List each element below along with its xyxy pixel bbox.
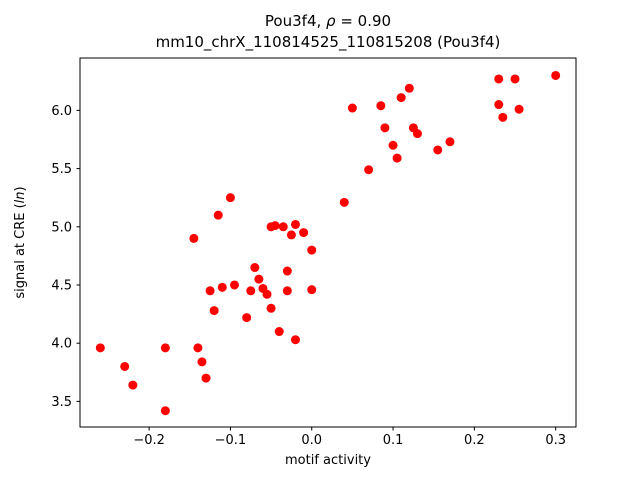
data-point <box>396 93 406 103</box>
data-point <box>128 380 138 390</box>
data-point <box>510 74 520 84</box>
data-point <box>201 373 211 383</box>
chart-title-text: Pou3f4, <box>264 12 327 30</box>
x-tick-label: 0.2 <box>464 433 485 448</box>
data-point <box>160 343 170 353</box>
data-point <box>120 361 130 371</box>
x-tick-label: 0.3 <box>545 433 566 448</box>
data-point <box>160 406 170 416</box>
data-point <box>339 197 349 207</box>
data-point <box>282 286 292 296</box>
data-point <box>494 74 504 84</box>
data-point <box>189 233 199 243</box>
data-point <box>266 303 276 313</box>
data-point <box>392 153 402 163</box>
data-point <box>197 357 207 367</box>
x-tick-label: −0.2 <box>133 433 165 448</box>
data-point <box>217 282 227 292</box>
data-point <box>307 245 317 255</box>
rho-symbol: ρ <box>326 12 336 30</box>
data-point <box>290 219 300 229</box>
chart-title-line2: mm10_chrX_110814525_110815208 (Pou3f4) <box>155 33 501 51</box>
x-tick-label: 0.1 <box>383 433 404 448</box>
y-tick-label: 4.5 <box>51 278 72 293</box>
y-tick-label: 4.0 <box>51 337 72 352</box>
data-point <box>494 100 504 110</box>
data-point <box>380 123 390 133</box>
data-point <box>229 280 239 290</box>
data-point <box>433 145 443 155</box>
data-point <box>404 83 414 93</box>
data-point <box>299 228 309 238</box>
data-point <box>364 165 374 175</box>
chart-title-value: = 0.90 <box>335 12 392 30</box>
x-tick-label: 0.0 <box>301 433 322 448</box>
x-tick-label: −0.1 <box>215 433 247 448</box>
data-point <box>307 285 317 295</box>
data-point <box>286 230 296 240</box>
data-point <box>270 221 280 231</box>
data-point <box>213 210 223 220</box>
y-tick-label: 5.0 <box>51 220 72 235</box>
y-tick-label: 6.0 <box>51 104 72 119</box>
data-point <box>412 129 422 139</box>
y-axis-label: signal at CRE (ln) <box>13 186 28 298</box>
data-point <box>242 313 252 323</box>
data-point <box>95 343 105 353</box>
chart-title-line1: Pou3f4, ρ = 0.90 <box>80 11 576 31</box>
data-point <box>274 327 284 337</box>
x-axis-label: motif activity <box>285 453 371 468</box>
data-point <box>376 101 386 111</box>
data-point <box>445 137 455 147</box>
data-point <box>514 104 524 114</box>
data-point <box>290 335 300 345</box>
data-point <box>498 112 508 122</box>
data-point <box>254 274 264 284</box>
data-point <box>193 343 203 353</box>
data-point <box>225 193 235 203</box>
data-point <box>278 222 288 232</box>
y-tick-label: 3.5 <box>51 395 72 410</box>
plot-frame <box>79 57 577 428</box>
data-point <box>209 306 219 316</box>
data-point <box>282 266 292 276</box>
data-point <box>347 103 357 113</box>
data-point <box>388 140 398 150</box>
data-point <box>262 289 272 299</box>
data-point <box>250 263 260 273</box>
data-point <box>205 286 215 296</box>
data-point <box>551 70 561 80</box>
data-point <box>246 286 256 296</box>
y-tick-label: 5.5 <box>51 162 72 177</box>
